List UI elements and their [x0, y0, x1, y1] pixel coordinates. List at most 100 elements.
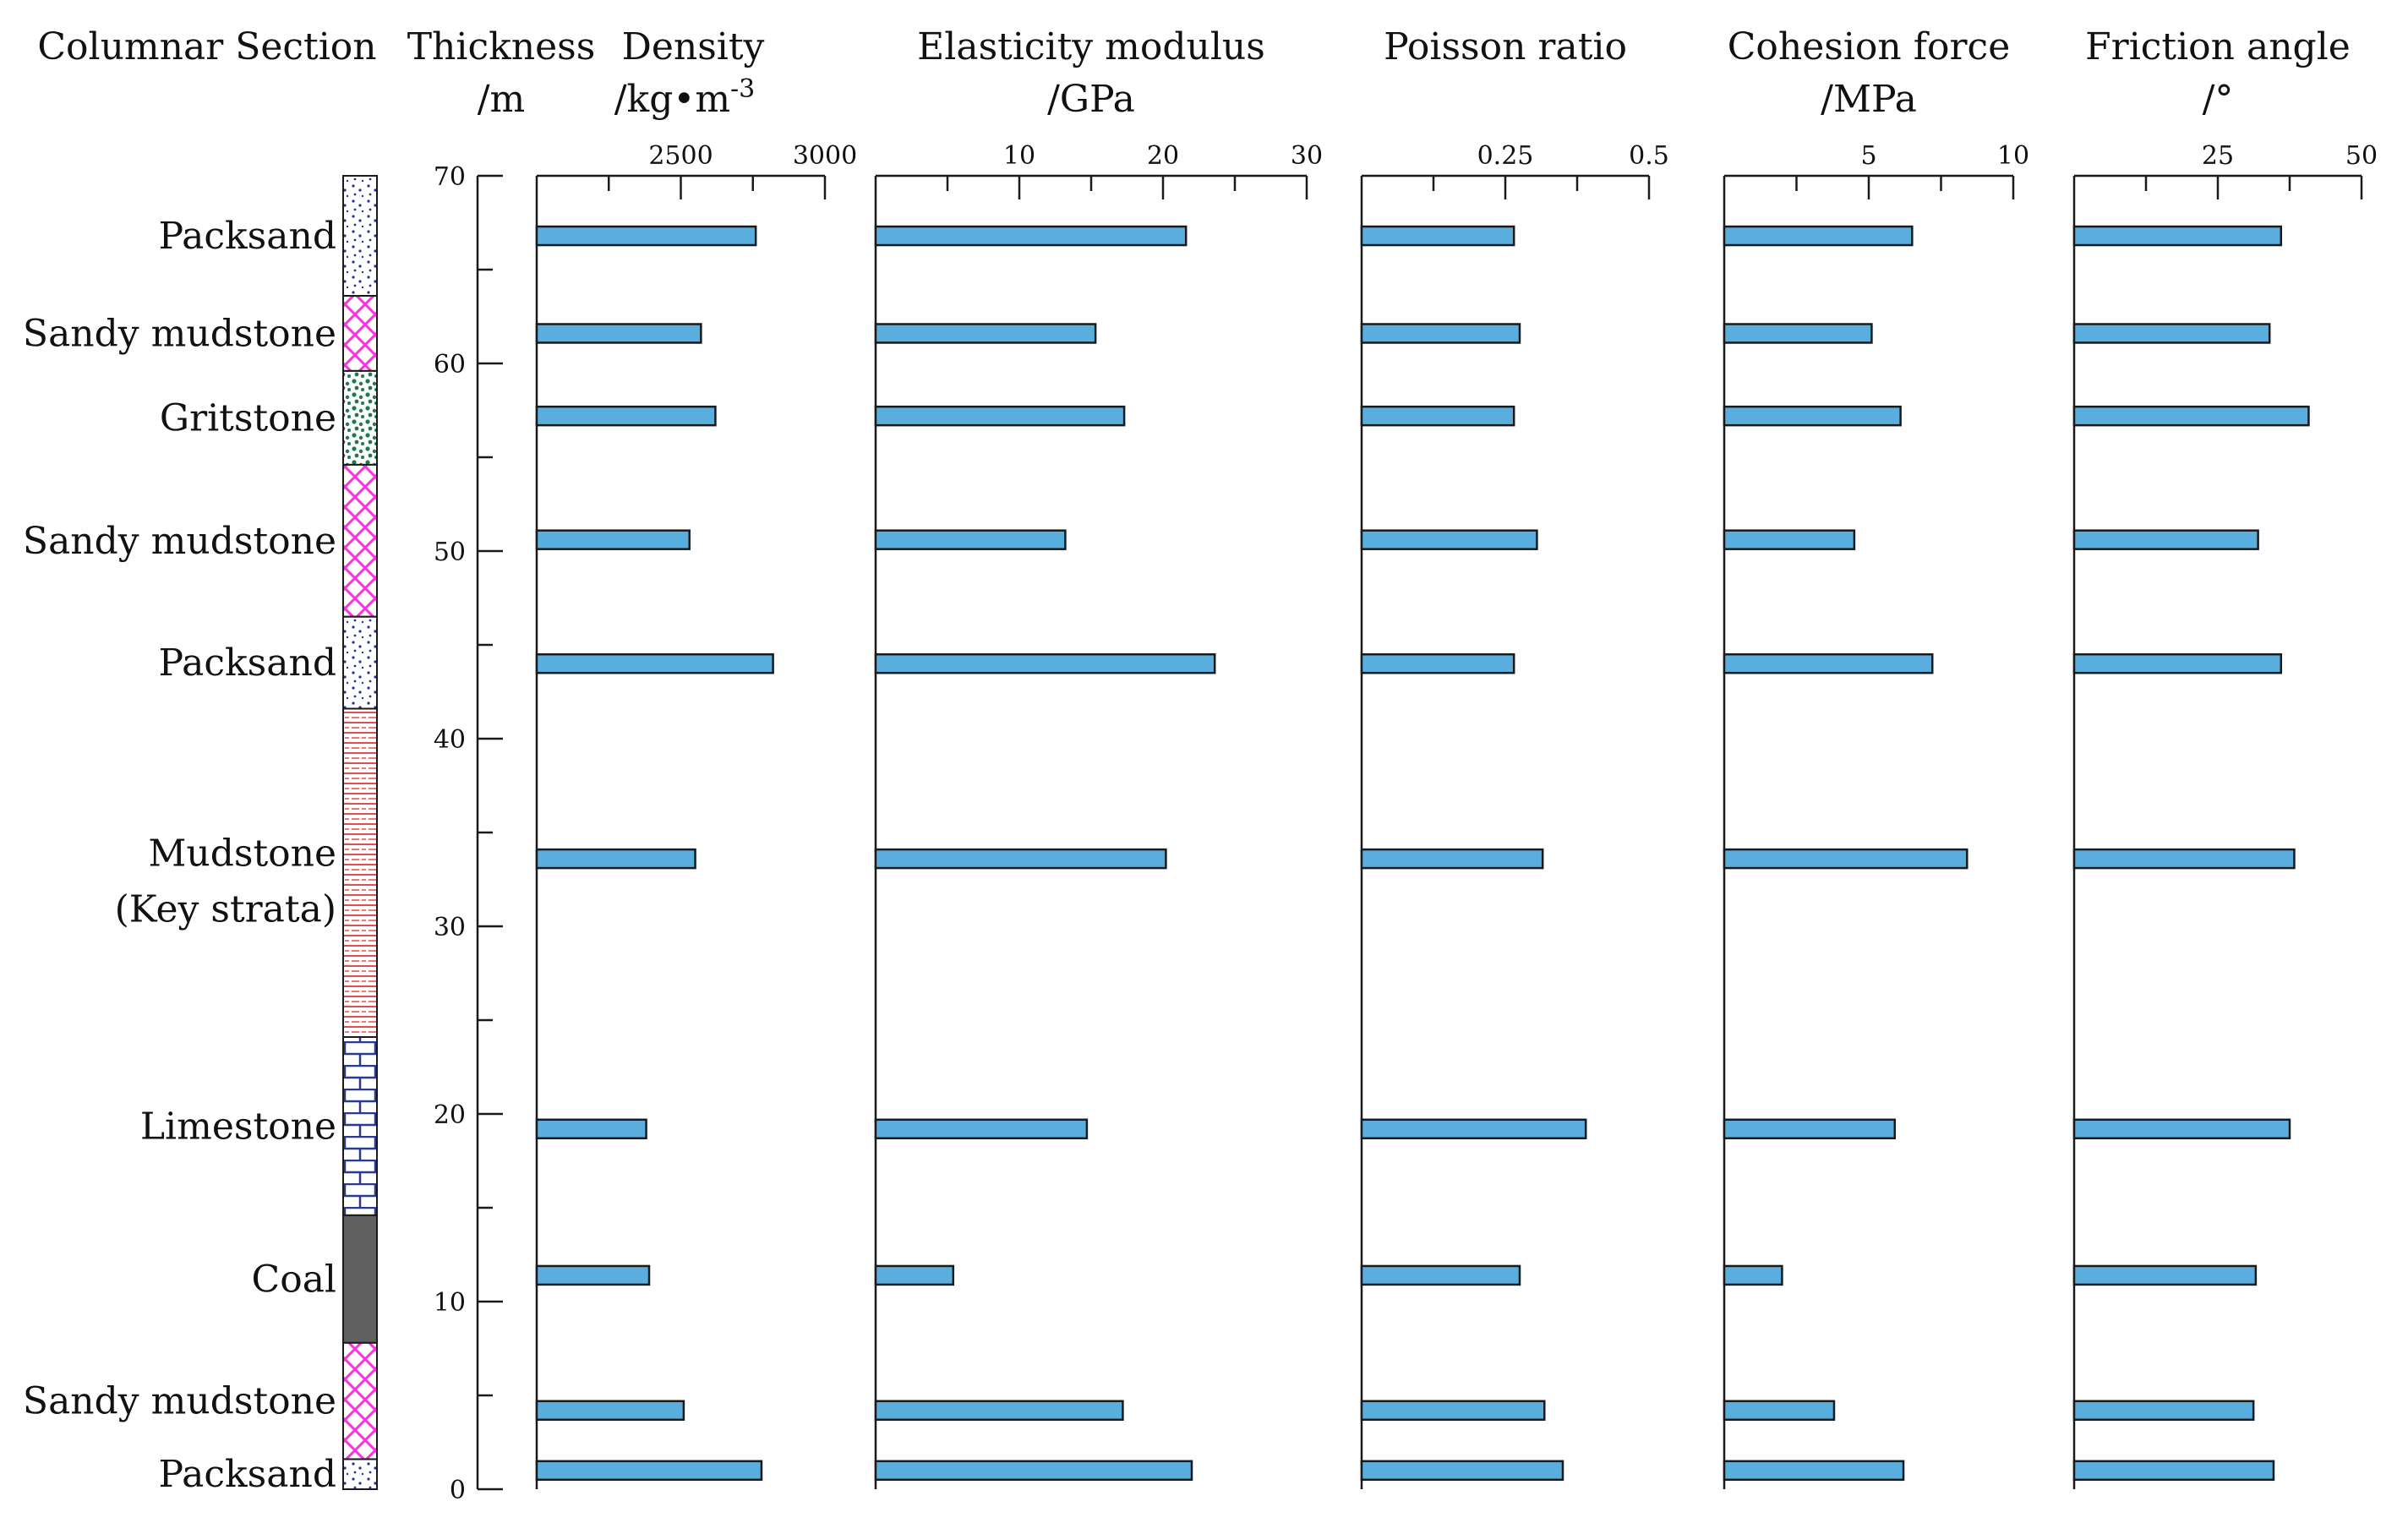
panel-tick-label: 0.5 [1629, 141, 1669, 171]
bar-elasticity-modulus [874, 529, 1067, 550]
bar-density [535, 652, 774, 674]
thickness-tick-label: 30 [434, 913, 466, 942]
lithology-header: Columnar Section [37, 25, 376, 68]
layer-block-packsand [342, 1458, 378, 1490]
bar-density [535, 225, 757, 247]
bar-friction-angle [2072, 1118, 2291, 1140]
bar-cohesion-force [1723, 1264, 1783, 1286]
bar-elasticity-modulus [874, 225, 1188, 247]
columnar-section: Packsand Sandy mudstone Gritstone Sandy mud… [23, 175, 378, 1496]
bar-elasticity-modulus [874, 323, 1097, 344]
bar-elasticity-modulus [874, 1118, 1089, 1140]
bar-elasticity-modulus [874, 1460, 1193, 1482]
bar-elasticity-modulus [874, 405, 1126, 427]
bar-cohesion-force [1723, 1460, 1905, 1482]
layer-block-limestone [342, 1035, 378, 1216]
bar-cohesion-force [1723, 1118, 1897, 1140]
panel-tick-label: 0.25 [1477, 141, 1534, 171]
panel-unit: /kg•m-3 [614, 74, 756, 122]
bar-cohesion-force [1723, 652, 1934, 674]
panel-tick-label: 25 [2202, 141, 2234, 171]
bar-elasticity-modulus [874, 1400, 1124, 1422]
layer-label: Coal [252, 1258, 336, 1301]
layer-block-sandy_mudstone [342, 295, 378, 372]
panel-tick-label: 10 [1003, 141, 1035, 171]
bar-friction-angle [2072, 848, 2296, 870]
layer-block-packsand [342, 175, 378, 298]
bar-poisson-ratio [1360, 1118, 1587, 1140]
bar-friction-angle [2072, 529, 2259, 550]
panel-unit-superscript: -3 [730, 74, 755, 104]
panel-unit: /° [2203, 78, 2234, 121]
panel-tick-label: 10 [1997, 141, 2029, 171]
bar-poisson-ratio [1360, 1264, 1521, 1286]
layer-block-mudstone [342, 707, 378, 1038]
bar-poisson-ratio [1360, 405, 1515, 427]
bar-friction-angle [2072, 1400, 2255, 1422]
layer-block-packsand [342, 615, 378, 710]
thickness-tick-label: 40 [434, 725, 466, 755]
layer-block-sandy_mudstone [342, 1341, 378, 1460]
layer-label: Packsand [159, 215, 336, 258]
bar-poisson-ratio [1360, 225, 1515, 247]
panel-tick-label: 50 [2345, 141, 2378, 171]
panel-header: Poisson ratio [1384, 25, 1627, 68]
thickness-axis: 0 10 20 30 40 50 60 70 [434, 162, 503, 1505]
bar-elasticity-modulus [874, 1264, 955, 1286]
panel-tick-label: 5 [1860, 141, 1876, 171]
bar-cohesion-force [1723, 1400, 1836, 1422]
thickness-header-line1: Thickness [407, 25, 596, 68]
thickness-tick-label: 50 [434, 538, 466, 567]
panel-header: Friction angle [2085, 25, 2351, 68]
panel-tick-label: 3000 [793, 141, 857, 171]
bar-density [535, 1118, 647, 1140]
panel-elasticity-modulus: Elasticity modulus/GPa 10 20 30 [874, 25, 1323, 1489]
bar-poisson-ratio [1360, 529, 1538, 550]
layer-label: Packsand [159, 1453, 336, 1496]
layer-block-sandy_mudstone [342, 463, 378, 618]
panel-tick-label: 30 [1291, 141, 1323, 171]
bar-friction-angle [2072, 405, 2310, 427]
bar-density [535, 848, 696, 870]
panel-cohesion-force: Cohesion force/MPa 5 10 [1723, 25, 2029, 1489]
bar-cohesion-force [1723, 405, 1902, 427]
panel-header: Cohesion force [1728, 25, 2011, 68]
bar-density [535, 1460, 763, 1482]
bar-cohesion-force [1723, 529, 1856, 550]
layer-label: Sandy mudstone [23, 520, 336, 563]
bar-density [535, 323, 702, 344]
bar-poisson-ratio [1360, 323, 1521, 344]
layer-label-line2: (Key strata) [115, 888, 336, 931]
panel-unit: /MPa [1821, 78, 1917, 121]
bar-friction-angle [2072, 652, 2283, 674]
bar-cohesion-force [1723, 323, 1873, 344]
thickness-tick-label: 0 [450, 1476, 466, 1505]
bar-poisson-ratio [1360, 1400, 1546, 1422]
bar-cohesion-force [1723, 225, 1914, 247]
bar-cohesion-force [1723, 848, 1968, 870]
thickness-tick-label: 20 [434, 1100, 466, 1130]
bar-density [535, 1264, 651, 1286]
panel-unit: /GPa [1047, 78, 1135, 121]
panel-tick-label: 2500 [648, 141, 713, 171]
layer-label: Sandy mudstone [23, 312, 336, 355]
layer-label: Limestone [140, 1105, 336, 1148]
panel-poisson-ratio: Poisson ratio 0.25 0.5 [1360, 25, 1669, 1489]
bar-poisson-ratio [1360, 1460, 1564, 1482]
bar-poisson-ratio [1360, 652, 1515, 674]
bar-density [535, 405, 717, 427]
bar-friction-angle [2072, 323, 2271, 344]
bar-friction-angle [2072, 225, 2283, 247]
panel-friction-angle: Friction angle /° 25 50 [2072, 25, 2378, 1489]
panel-header: Elasticity modulus [917, 25, 1265, 68]
bar-elasticity-modulus [874, 652, 1216, 674]
layer-block-coal [342, 1214, 378, 1344]
thickness-tick-label: 70 [434, 162, 466, 192]
thickness-tick-label: 10 [434, 1288, 466, 1318]
bar-elasticity-modulus [874, 848, 1167, 870]
panel-density: Density/kg•m-3 2500 3000 [535, 25, 857, 1489]
panel-tick-label: 20 [1147, 141, 1179, 171]
bar-poisson-ratio [1360, 848, 1544, 870]
layer-label: Gritstone [160, 396, 336, 439]
